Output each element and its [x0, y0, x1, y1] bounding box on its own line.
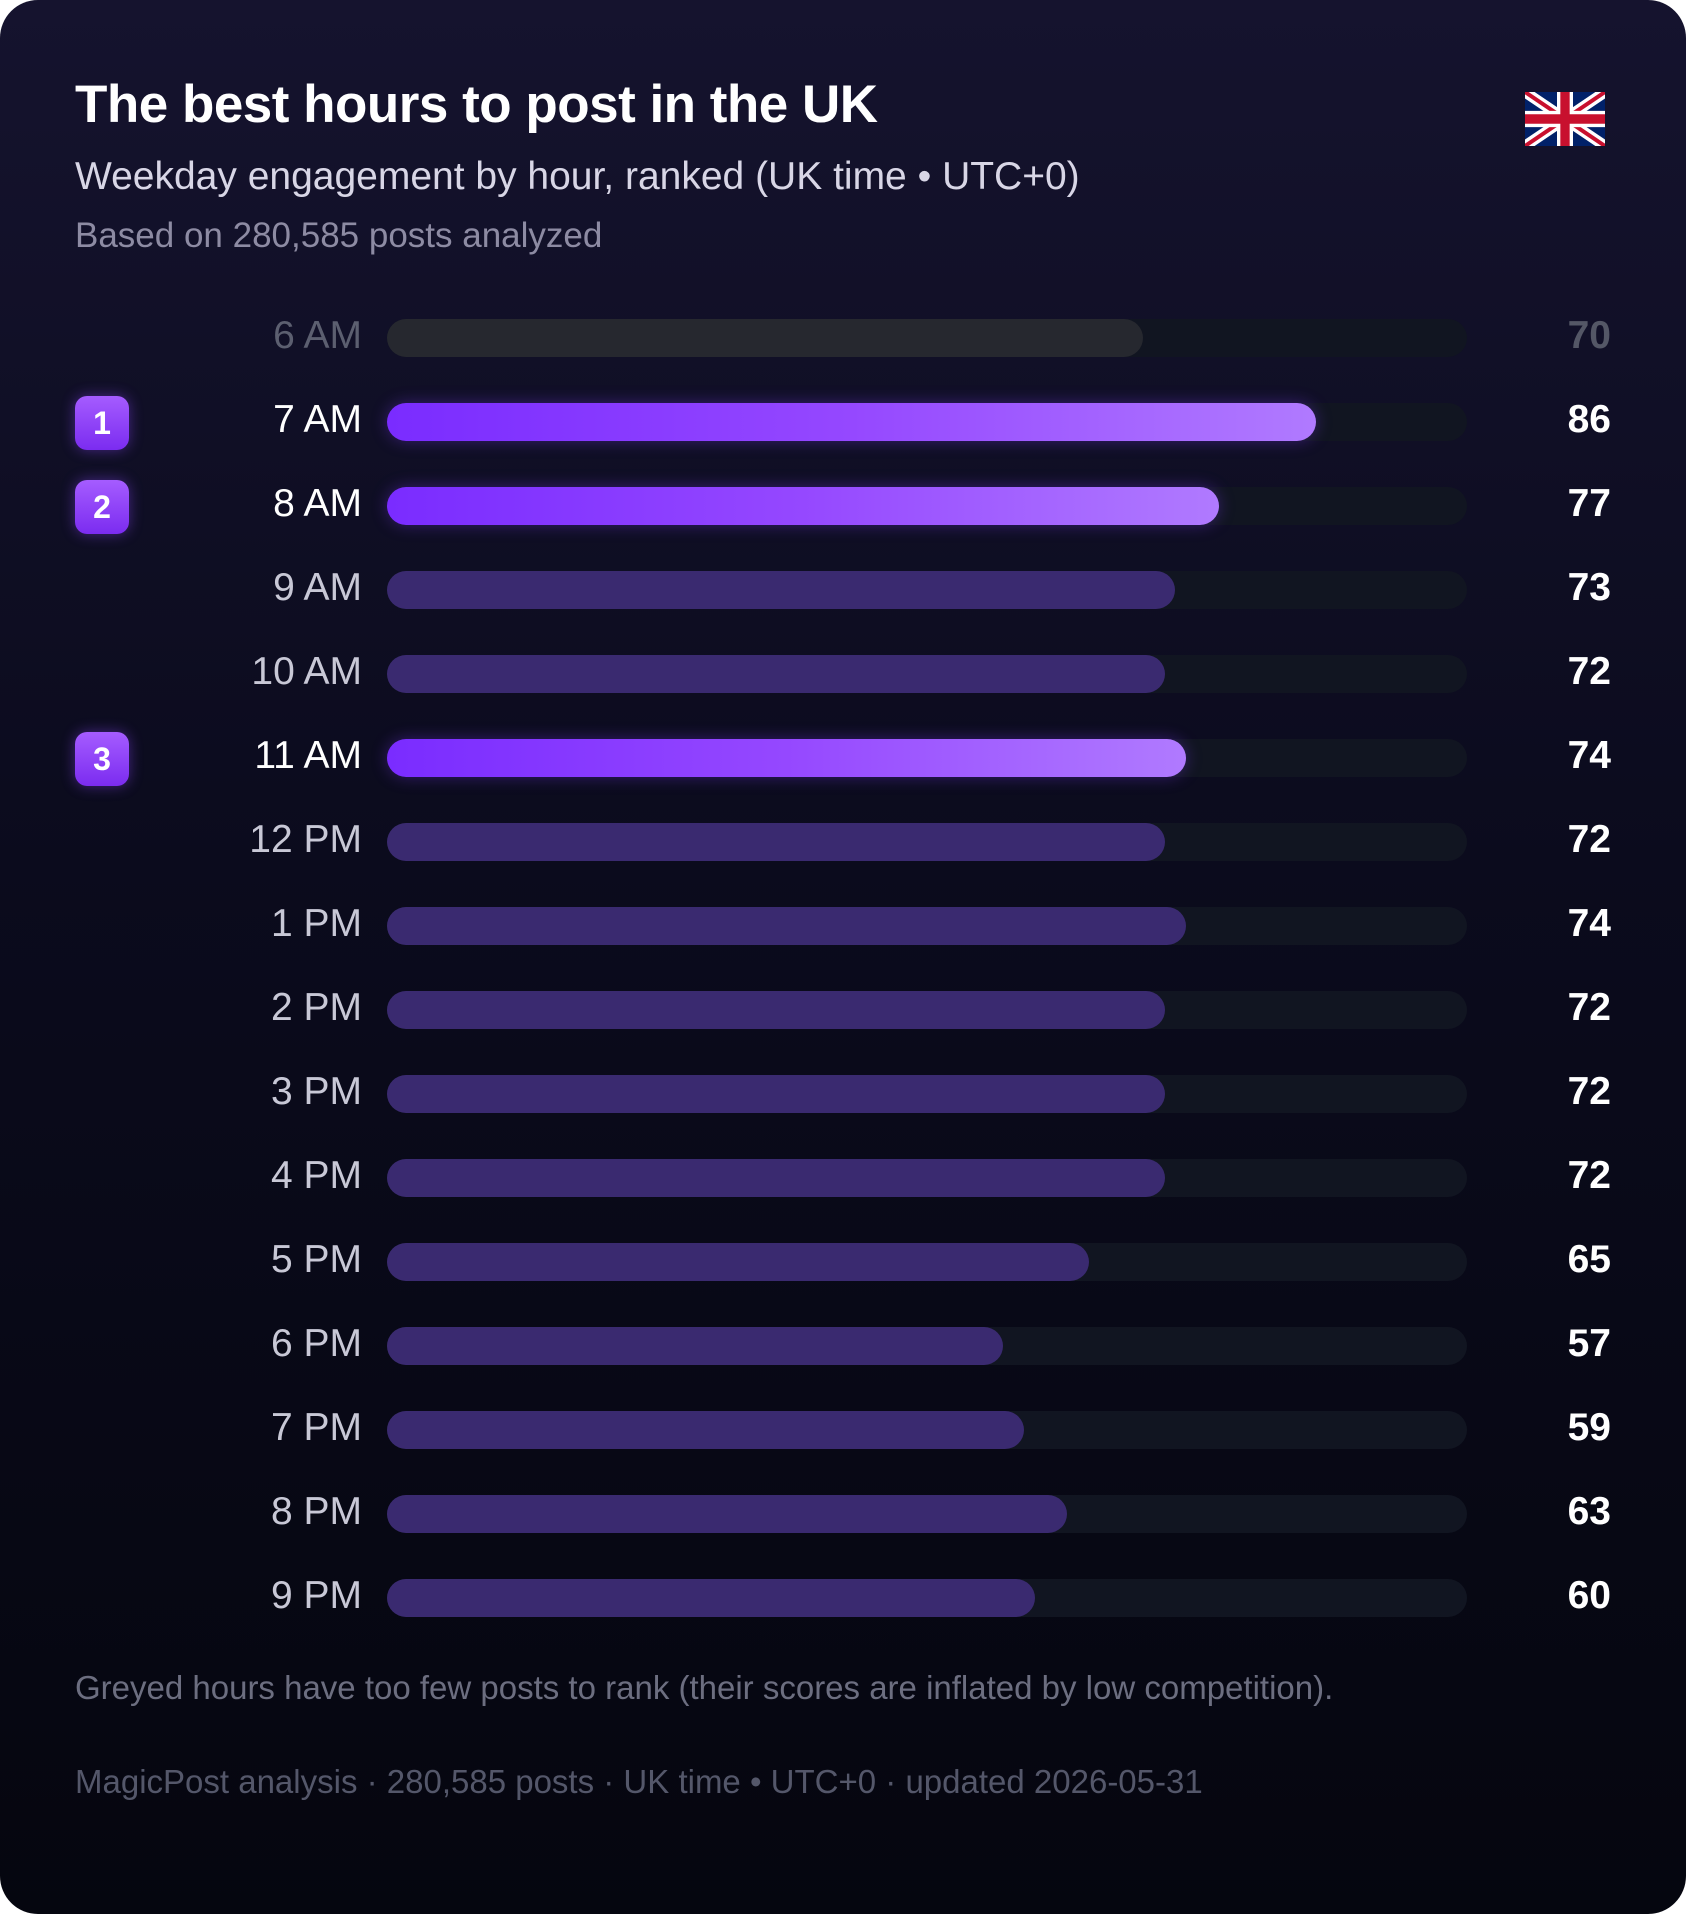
bar-fill [387, 1495, 1067, 1533]
bar-row: 3 11 AM 74 [0, 716, 1686, 800]
bar-row: 9 AM 73 [0, 548, 1686, 632]
bar-track [387, 403, 1467, 441]
hour-label: 9 PM [270, 1574, 362, 1617]
hour-label: 9 AM [273, 566, 362, 609]
hour-label: 8 PM [270, 1490, 362, 1533]
bar-fill [387, 823, 1165, 861]
bar-track [387, 1327, 1467, 1365]
subtitle: Weekday engagement by hour, ranked (UK t… [75, 155, 1080, 198]
bar-track [387, 991, 1467, 1029]
hour-label: 5 PM [270, 1238, 362, 1281]
hour-label: 8 AM [273, 482, 362, 525]
score-value: 60 [1567, 1574, 1611, 1617]
bar-fill [387, 1159, 1165, 1197]
bar-fill [387, 739, 1186, 777]
bar-fill [387, 1579, 1035, 1617]
rank-badge: 3 [75, 732, 129, 786]
bar-track [387, 571, 1467, 609]
score-value: 77 [1567, 482, 1611, 525]
score-value: 72 [1567, 1070, 1611, 1113]
bar-row: 2 8 AM 77 [0, 464, 1686, 548]
score-value: 57 [1567, 1322, 1611, 1365]
bar-track [387, 1243, 1467, 1281]
bar-row: 5 PM 65 [0, 1220, 1686, 1304]
uk-flag-icon [1525, 92, 1605, 146]
score-value: 63 [1567, 1490, 1611, 1533]
score-value: 86 [1567, 398, 1611, 441]
hour-label: 10 AM [251, 650, 362, 693]
bar-fill [387, 991, 1165, 1029]
bar-track [387, 319, 1467, 357]
bar-fill [387, 487, 1219, 525]
bar-fill [387, 907, 1186, 945]
bar-fill [387, 571, 1175, 609]
bar-track [387, 1495, 1467, 1533]
bar-row: 10 AM 72 [0, 632, 1686, 716]
bar-row: 3 PM 72 [0, 1052, 1686, 1136]
bar-fill [387, 319, 1143, 357]
score-value: 72 [1567, 650, 1611, 693]
score-value: 70 [1567, 314, 1611, 357]
bar-fill [387, 1243, 1089, 1281]
rank-badge: 2 [75, 480, 129, 534]
bar-fill [387, 655, 1165, 693]
bar-fill [387, 1075, 1165, 1113]
greyed-hours-note: Greyed hours have too few posts to rank … [75, 1669, 1334, 1706]
page-title: The best hours to post in the UK [75, 75, 878, 134]
hour-label: 6 PM [270, 1322, 362, 1365]
source-credit: MagicPost analysis · 280,585 posts · UK … [75, 1763, 1203, 1800]
bar-row: 6 AM 70 [0, 296, 1686, 380]
hour-label: 1 PM [270, 902, 362, 945]
bar-row: 4 PM 72 [0, 1136, 1686, 1220]
rank-badge: 1 [75, 396, 129, 450]
score-value: 74 [1567, 734, 1611, 777]
sample-size-note: Based on 280,585 posts analyzed [75, 216, 603, 255]
hour-label: 4 PM [270, 1154, 362, 1197]
bar-track [387, 1579, 1467, 1617]
hour-label: 7 PM [270, 1406, 362, 1449]
hour-label: 11 AM [254, 734, 362, 777]
bar-track [387, 907, 1467, 945]
bar-track [387, 655, 1467, 693]
bar-row: 1 PM 74 [0, 884, 1686, 968]
bar-track [387, 487, 1467, 525]
hour-label: 12 PM [249, 818, 362, 861]
bar-row: 6 PM 57 [0, 1304, 1686, 1388]
bar-track [387, 823, 1467, 861]
bar-track [387, 739, 1467, 777]
score-value: 65 [1567, 1238, 1611, 1281]
bar-track [387, 1075, 1467, 1113]
score-value: 72 [1567, 818, 1611, 861]
bar-track [387, 1159, 1467, 1197]
hour-label: 2 PM [270, 986, 362, 1029]
hour-label: 7 AM [273, 398, 362, 441]
bar-row: 9 PM 60 [0, 1556, 1686, 1640]
bar-fill [387, 1411, 1024, 1449]
bar-row: 7 PM 59 [0, 1388, 1686, 1472]
score-value: 59 [1567, 1406, 1611, 1449]
bar-row: 8 PM 63 [0, 1472, 1686, 1556]
bar-fill [387, 1327, 1003, 1365]
hour-label: 6 AM [273, 314, 362, 357]
score-value: 72 [1567, 1154, 1611, 1197]
bar-row: 1 7 AM 86 [0, 380, 1686, 464]
score-value: 72 [1567, 986, 1611, 1029]
hour-label: 3 PM [270, 1070, 362, 1113]
bar-track [387, 1411, 1467, 1449]
score-value: 73 [1567, 566, 1611, 609]
score-value: 74 [1567, 902, 1611, 945]
bar-fill [387, 403, 1316, 441]
bar-row: 2 PM 72 [0, 968, 1686, 1052]
bar-row: 12 PM 72 [0, 800, 1686, 884]
